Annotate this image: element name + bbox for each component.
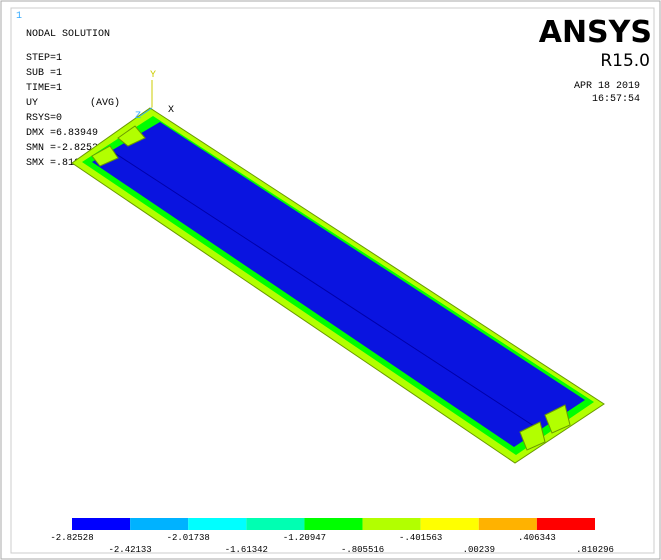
- info-title: NODAL SOLUTION: [26, 29, 110, 40]
- notch: [91, 145, 119, 167]
- legend-label: -1.61342: [225, 545, 268, 555]
- legend-label: .406343: [518, 533, 556, 543]
- legend-swatch: [188, 518, 247, 530]
- time: 16:57:54: [592, 94, 640, 105]
- triad-z: Z: [135, 111, 141, 122]
- triad-x: X: [168, 105, 174, 116]
- legend-swatch: [420, 518, 479, 530]
- legend-swatch: [478, 518, 537, 530]
- plate-line: [109, 149, 541, 431]
- legend-label: .810296: [576, 545, 614, 555]
- legend-swatch: [72, 518, 131, 530]
- info-line: STEP=1: [26, 53, 62, 64]
- info-stat: RSYS=0: [26, 113, 62, 124]
- legend-swatch: [304, 518, 363, 530]
- plot-frame: [10, 7, 655, 554]
- legend-label: -2.01738: [167, 533, 210, 543]
- legend-label: -1.20947: [283, 533, 326, 543]
- info-stat: DMX =6.83949: [26, 128, 98, 139]
- legend-label: -.401563: [399, 533, 442, 543]
- legend-label: .00239: [463, 545, 495, 555]
- triad-axis: [139, 107, 153, 117]
- legend-label: -.805516: [341, 545, 384, 555]
- legend-label: -2.42133: [109, 545, 152, 555]
- legend-swatch: [246, 518, 305, 530]
- plate-surface: [92, 122, 585, 447]
- legend-label: -2.82528: [50, 533, 93, 543]
- legend: -2.82528 -2.42133 -2.01738 -1.61342 -1.20947…: [50, 518, 614, 555]
- legend-swatch: [362, 518, 421, 530]
- info-line: TIME=1: [26, 83, 62, 94]
- window-number: 1: [16, 11, 22, 22]
- info-line: SUB =1: [26, 68, 62, 79]
- legend-swatch: [536, 518, 595, 530]
- date: APR 18 2019: [574, 81, 640, 92]
- triad-y: Y: [150, 70, 156, 81]
- quantity: UY: [26, 98, 38, 109]
- release: R15.0: [600, 51, 650, 71]
- notch: [544, 404, 571, 434]
- info-stat: SMN =-2.82528: [26, 143, 104, 154]
- legend-swatch: [130, 518, 189, 530]
- averaging: (AVG): [90, 97, 120, 109]
- info-block: STEP=1 SUB =1 TIME=1 RSYS=0 DMX =6.83949 SMN …: [26, 53, 104, 169]
- notch: [519, 421, 546, 451]
- info-stat: SMX =.810296: [26, 158, 98, 169]
- brand: ANSYS: [539, 15, 652, 50]
- notch: [117, 125, 146, 147]
